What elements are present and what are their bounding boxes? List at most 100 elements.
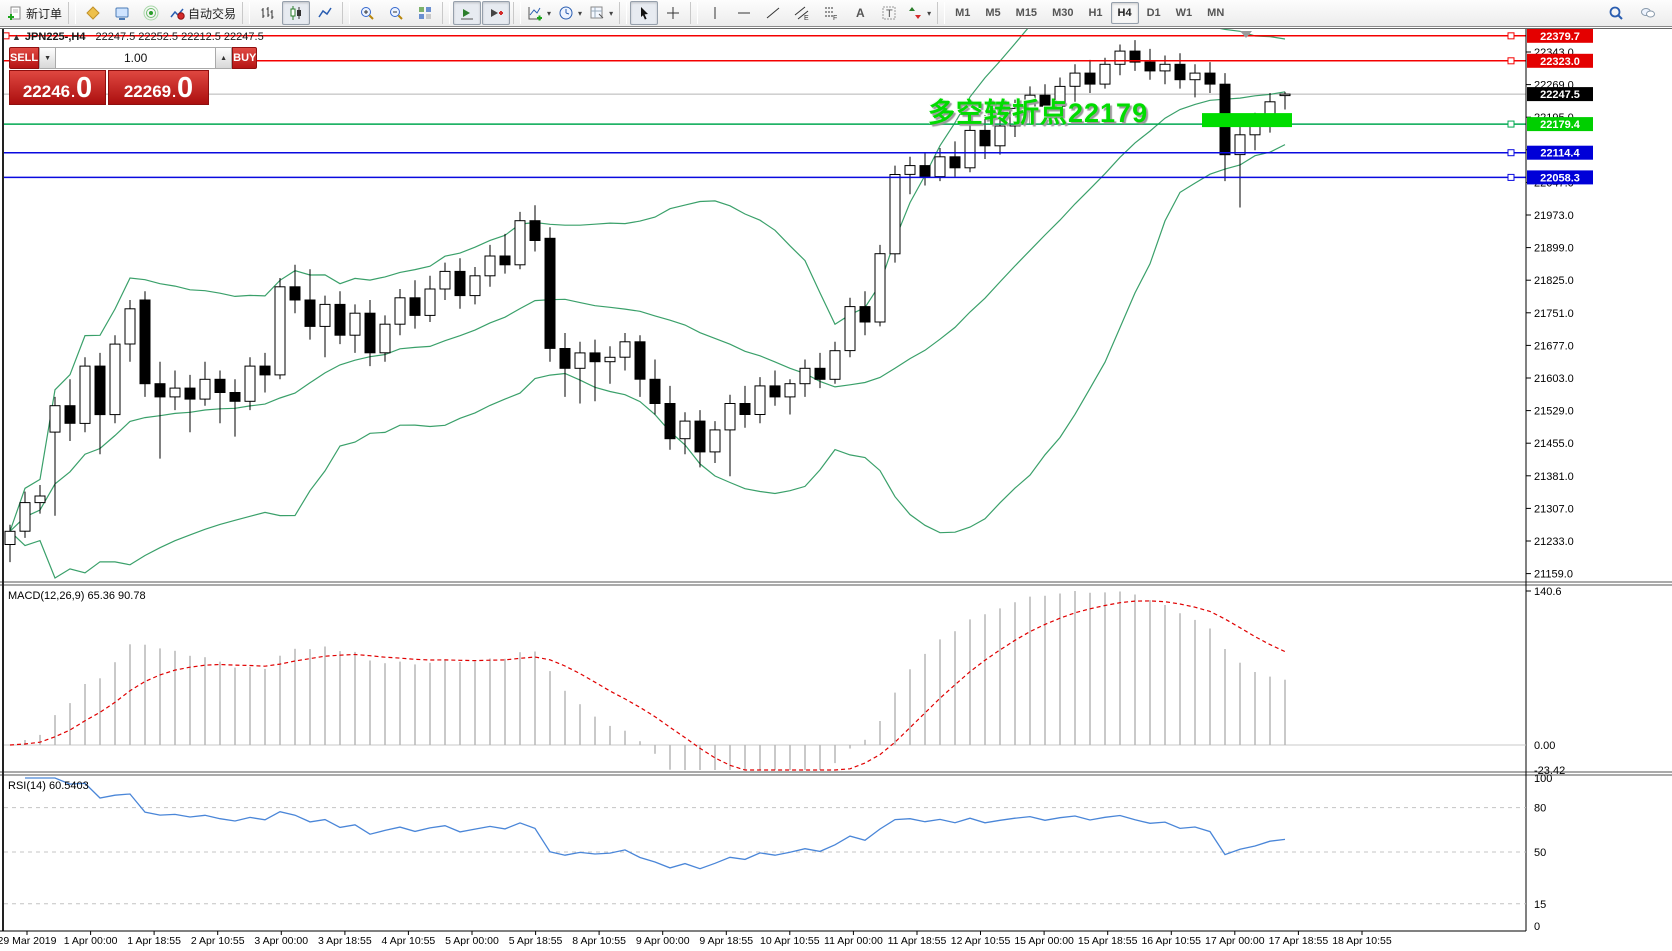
- text-label-button[interactable]: T: [875, 1, 903, 25]
- horizontal-line-button[interactable]: [730, 1, 758, 25]
- candle-body: [724, 403, 736, 431]
- tab-timeframe-m5[interactable]: M5: [985, 7, 1001, 19]
- tile-windows-button[interactable]: [411, 1, 439, 25]
- candle-body: [889, 174, 901, 255]
- caret-icon: ▾: [927, 8, 932, 18]
- indicators-dropdown[interactable]: ▾: [524, 1, 554, 25]
- caret-icon: ▾: [609, 8, 614, 18]
- zoom-in-button[interactable]: [353, 1, 381, 25]
- buy-button[interactable]: BUY: [232, 47, 258, 69]
- line-handle[interactable]: [1507, 149, 1515, 157]
- volume-down-button[interactable]: ▼: [39, 48, 57, 68]
- chart-shift-button[interactable]: [482, 1, 511, 25]
- trendline-icon: [765, 5, 781, 21]
- time-tick-label: 17 Apr 18:55: [1269, 935, 1329, 947]
- candle-body: [499, 255, 511, 266]
- arrows-dropdown[interactable]: ▾: [904, 1, 934, 25]
- line-handle[interactable]: [1507, 57, 1515, 65]
- trendline-button[interactable]: [759, 1, 787, 25]
- time-tick-label: 4 Apr 10:55: [382, 935, 436, 947]
- profiles-button[interactable]: [79, 1, 107, 25]
- candle-body: [1174, 63, 1186, 81]
- tab-timeframe-m30[interactable]: M30: [1052, 7, 1074, 19]
- search-button[interactable]: [1602, 1, 1630, 25]
- chart-window-icon: ▲: [12, 32, 21, 42]
- separator: [442, 2, 451, 24]
- candle-body: [814, 367, 826, 380]
- tab-timeframe-h4[interactable]: H4: [1110, 2, 1139, 24]
- candle-body: [259, 365, 271, 376]
- candle-body: [874, 253, 886, 323]
- cursor-button[interactable]: [630, 1, 659, 25]
- line-handle[interactable]: [1507, 120, 1515, 128]
- crosshair-button[interactable]: [659, 1, 687, 25]
- chart-window: 22343.022269.022195.022121.022047.021973…: [0, 28, 1672, 951]
- market-watch-button[interactable]: [108, 1, 136, 25]
- search-icon: [1608, 5, 1624, 21]
- candle-body: [1129, 50, 1141, 63]
- price-tag: [1527, 145, 1593, 160]
- sell-price-main: 22246: [22, 82, 71, 101]
- chat-button[interactable]: [1634, 1, 1662, 25]
- price-tick-label: 21455.0: [1534, 438, 1574, 450]
- time-axis[interactable]: [4, 932, 1524, 951]
- line-chart-button[interactable]: [311, 1, 339, 25]
- tab-timeframe-mn[interactable]: MN: [1207, 7, 1225, 19]
- price-tag: [1527, 29, 1593, 43]
- bollinger-middle-band: [9, 91, 1286, 532]
- buy-price-display[interactable]: 22269. 0: [108, 70, 209, 105]
- macd-scale-zero: 0.00: [1534, 740, 1555, 752]
- zoom-out-button[interactable]: [382, 1, 410, 25]
- chart-plot-area[interactable]: [4, 29, 1524, 582]
- time-tick-label: 17 Apr 00:00: [1205, 935, 1265, 947]
- candle-body: [1039, 94, 1051, 107]
- svg-text:F: F: [833, 15, 837, 21]
- time-tick-label: 5 Apr 18:55: [509, 935, 563, 947]
- text-button[interactable]: A: [846, 1, 874, 25]
- auto-scroll-button[interactable]: [453, 1, 482, 25]
- time-tick-label: 11 Apr 00:00: [824, 935, 883, 947]
- equidistant-channel-button[interactable]: E: [788, 1, 816, 25]
- fibonacci-button[interactable]: F: [817, 1, 845, 25]
- sell-button[interactable]: SELL: [9, 47, 40, 69]
- tab-timeframe-d1[interactable]: D1: [1146, 7, 1161, 19]
- price-scale[interactable]: [1527, 29, 1672, 931]
- signals-button[interactable]: [137, 1, 165, 25]
- candle-body: [1144, 61, 1156, 72]
- price-tag-label: 22179.4: [1540, 119, 1581, 131]
- sell-price-display[interactable]: 22246. 0: [9, 70, 106, 105]
- volume-up-button[interactable]: ▲: [215, 48, 233, 68]
- tab-timeframe-h1[interactable]: H1: [1088, 7, 1103, 19]
- tab-timeframe-m15[interactable]: M15: [1015, 7, 1038, 19]
- time-tick-label: 1 Apr 18:55: [127, 935, 181, 947]
- line-handle[interactable]: [1507, 32, 1515, 40]
- candle-body: [859, 306, 871, 323]
- macd-pane-area[interactable]: [4, 586, 1524, 771]
- templates-dropdown[interactable]: ▾: [586, 1, 616, 25]
- autotrade-button[interactable]: 自动交易: [166, 1, 239, 25]
- candle-body: [574, 352, 586, 369]
- candle-body: [244, 365, 256, 402]
- tab-timeframe-m1[interactable]: M1: [955, 7, 971, 19]
- candle-body: [49, 405, 61, 433]
- rsi-pane-area[interactable]: [4, 776, 1524, 930]
- green-zone-rect[interactable]: [1202, 113, 1292, 128]
- candle-body: [514, 220, 526, 266]
- price-tick-label: 21825.0: [1534, 275, 1574, 287]
- symbol-period: JPN225-,H4: [24, 31, 86, 43]
- bar-chart-button[interactable]: [253, 1, 281, 25]
- candle-body: [394, 297, 406, 325]
- line-handle[interactable]: [1507, 173, 1515, 181]
- volume-input[interactable]: [56, 48, 216, 68]
- new-order-button[interactable]: 新订单: [4, 1, 65, 25]
- candle-body: [94, 365, 106, 416]
- price-tick-label: 21381.0: [1534, 471, 1574, 483]
- tab-timeframe-w1[interactable]: W1: [1175, 7, 1193, 19]
- periods-dropdown[interactable]: ▾: [555, 1, 585, 25]
- vertical-line-button[interactable]: [701, 1, 729, 25]
- crosshair-icon: [665, 5, 681, 21]
- candlestick-chart-button[interactable]: [282, 1, 311, 25]
- separator: [68, 2, 77, 24]
- text-annotation[interactable]: 多空转折点22179: [928, 98, 1149, 128]
- candle-body: [469, 275, 481, 297]
